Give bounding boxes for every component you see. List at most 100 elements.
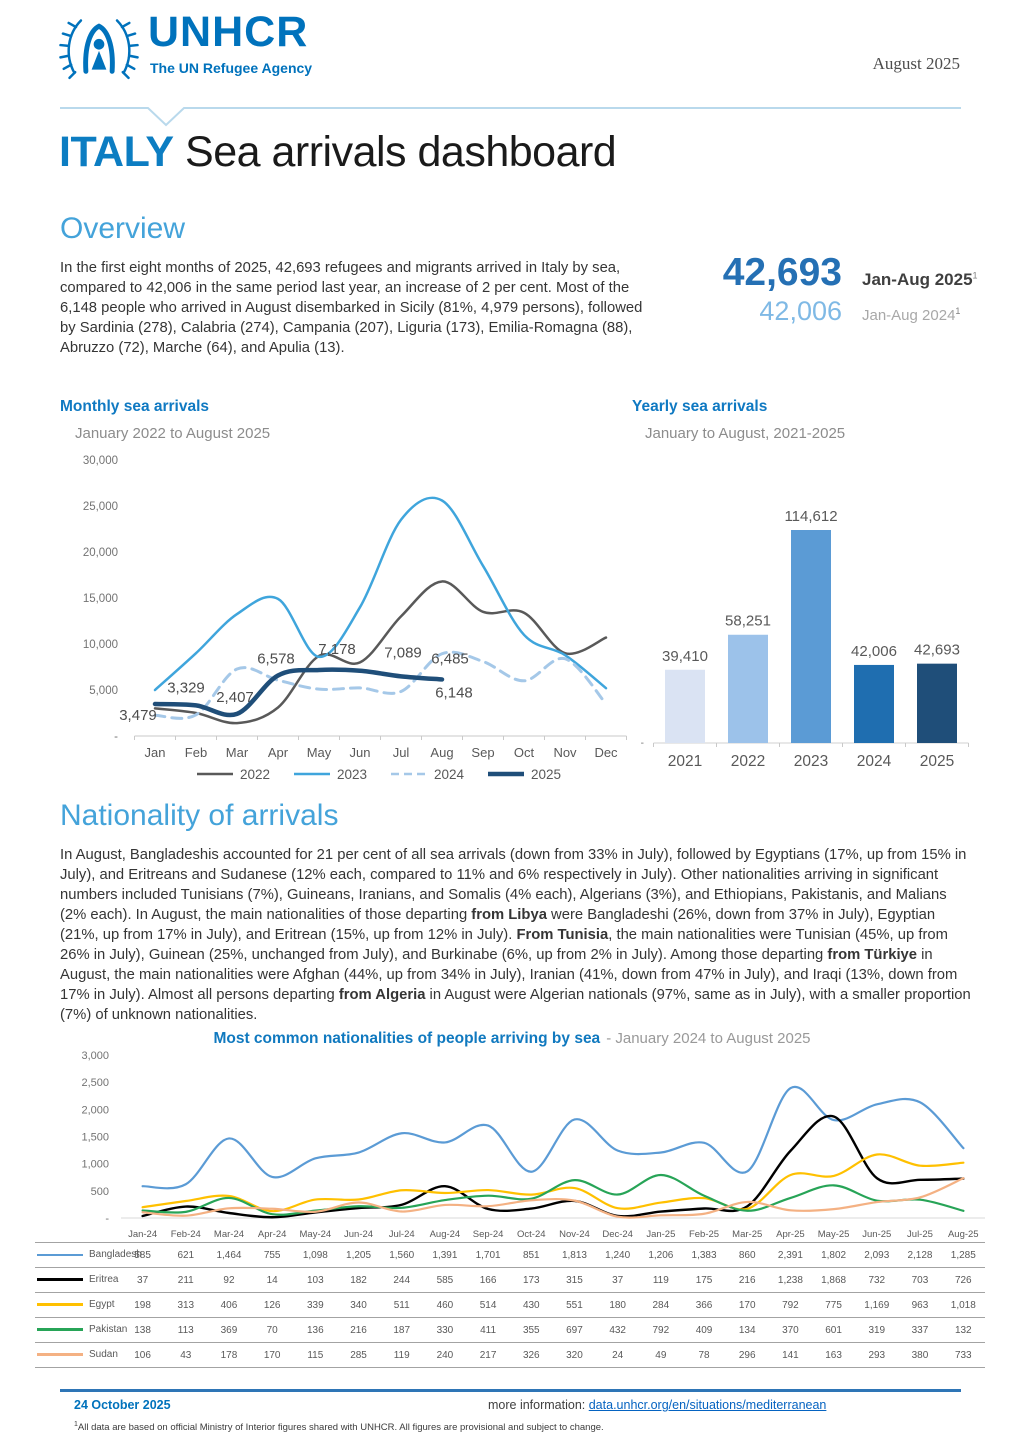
title-rest: Sea arrivals dashboard [173, 128, 617, 176]
value-cell: 330 [436, 1325, 454, 1336]
value-cell: 313 [177, 1300, 195, 1311]
value-cell: 733 [954, 1350, 972, 1361]
value-cell: 2,391 [777, 1250, 803, 1261]
value-cell: 170 [738, 1300, 756, 1311]
svg-text:2025: 2025 [920, 753, 954, 770]
footnote: 1All data are based on official Ministry… [74, 1421, 604, 1434]
value-cell: 173 [522, 1275, 540, 1286]
value-cell: 315 [566, 1275, 583, 1286]
value-cell: 380 [911, 1350, 929, 1361]
table-row: Pakistan 138 113 369 70 136 216 187 330 411 355 697… [35, 1317, 985, 1343]
nationalities-chart: 3,000 2,500 2,000 1,500 1,000 500 - [81, 1050, 985, 1225]
month-header: Jan-25 [646, 1229, 676, 1240]
value-cell: 411 [480, 1325, 497, 1336]
svg-text:2023: 2023 [337, 767, 367, 782]
svg-text:1,500: 1,500 [81, 1132, 109, 1144]
monthly-chart-title: Monthly sea arrivals [60, 398, 210, 415]
value-cell: 240 [436, 1350, 454, 1361]
value-cell: 366 [695, 1300, 713, 1311]
title-country: ITALY [59, 128, 174, 176]
stat-current-label: Jan-Aug 20251 [862, 270, 978, 289]
svg-text:58,251: 58,251 [725, 613, 771, 630]
value-cell: 1,560 [389, 1250, 415, 1261]
value-cell: 406 [220, 1300, 238, 1311]
svg-text:20,000: 20,000 [83, 547, 118, 559]
yearly-chart-subtitle: January to August, 2021-2025 [645, 425, 846, 442]
value-cell: 1,238 [777, 1275, 803, 1286]
value-cell: 369 [220, 1325, 238, 1336]
value-cell: 514 [479, 1300, 497, 1311]
value-cell: 170 [263, 1350, 281, 1361]
value-cell: 216 [738, 1275, 756, 1286]
mediterranean-data-link[interactable]: data.unhcr.org/en/situations/mediterrane… [588, 1398, 827, 1412]
nationalities-chart-title: Most common nationalities of people arri… [213, 1030, 811, 1047]
value-cell: 1,018 [950, 1300, 976, 1311]
svg-text:42,006: 42,006 [851, 643, 897, 660]
value-cell: 138 [134, 1325, 151, 1336]
brand-tagline: The UN Refugee Agency [150, 60, 313, 76]
value-cell: 585 [436, 1275, 454, 1286]
month-header: Aug-25 [947, 1229, 979, 1240]
svg-text:2025: 2025 [531, 767, 561, 782]
value-cell: 1,464 [216, 1250, 242, 1261]
value-cell: 113 [177, 1325, 194, 1336]
svg-text:-: - [114, 731, 118, 743]
value-cell: 37 [612, 1275, 624, 1286]
monthly-chart-subtitle: January 2022 to August 2025 [75, 425, 271, 442]
value-cell: 43 [180, 1350, 192, 1361]
month-header: Jan-24 [128, 1229, 158, 1240]
value-cell: 211 [177, 1275, 194, 1286]
value-cell: 119 [393, 1350, 410, 1361]
value-cell: 340 [350, 1300, 367, 1311]
value-cell: 198 [134, 1300, 151, 1311]
value-cell: 1,240 [605, 1250, 631, 1261]
value-cell: 1,868 [821, 1275, 847, 1286]
value-cell: 337 [911, 1325, 929, 1336]
nationality-heading: Nationality of arrivals [60, 799, 339, 832]
table-row: Eritrea 37 211 92 14 103 182 244 585 166 173 315 37 1… [35, 1267, 985, 1293]
svg-text:30,000: 30,000 [83, 455, 118, 467]
month-header: Jun-24 [344, 1229, 374, 1240]
month-header: Aug-24 [429, 1229, 461, 1240]
svg-text:25,000: 25,000 [83, 501, 118, 513]
value-cell: 37 [137, 1275, 149, 1286]
svg-text:6,485: 6,485 [431, 650, 469, 667]
value-cell: 187 [393, 1325, 411, 1336]
month-header: Nov-24 [559, 1229, 590, 1240]
value-cell: 460 [436, 1300, 454, 1311]
footer-info-label: more information: [488, 1398, 589, 1412]
yearly-sea-arrivals-chart: - 39,410 2021 58,251 2022 114,612 2023 42,006 20… [641, 508, 969, 770]
svg-text:2,000: 2,000 [81, 1104, 109, 1116]
value-cell: 1,383 [691, 1250, 717, 1261]
value-cell: 92 [223, 1275, 235, 1286]
value-cell: 355 [522, 1325, 540, 1336]
value-cell: 860 [738, 1250, 756, 1261]
svg-text:39,410: 39,410 [662, 648, 708, 665]
value-cell: 175 [695, 1275, 713, 1286]
month-header: Mar-25 [732, 1229, 763, 1240]
value-cell: 432 [609, 1325, 626, 1336]
table-header-row: Jan-24 Feb-24 Mar-24 Apr-24 May-24 Jun-24 Jul-… [35, 1227, 985, 1243]
value-cell: 216 [350, 1325, 367, 1336]
svg-text:42,693: 42,693 [914, 642, 960, 659]
value-cell: 1,169 [864, 1300, 890, 1311]
table-row: Sudan 106 43 178 170 115 285 119 240 217 326 320 24 4… [35, 1342, 985, 1368]
svg-text:114,612: 114,612 [784, 508, 837, 525]
value-cell: 370 [782, 1325, 799, 1336]
value-cell: 119 [652, 1275, 669, 1286]
svg-text:Jul: Jul [393, 745, 410, 760]
value-cell: 126 [263, 1300, 281, 1311]
series-name: Sudan [89, 1349, 118, 1361]
series-name: Bangladesh [89, 1249, 142, 1261]
value-cell: 551 [566, 1300, 583, 1311]
month-header: Apr-24 [257, 1229, 287, 1240]
overview-paragraph: In the first eight months of 2025, 42,69… [60, 260, 643, 356]
value-cell: 14 [266, 1275, 278, 1286]
footer-info: more information: data.unhcr.org/en/situ… [488, 1398, 826, 1412]
svg-text:Mar: Mar [226, 745, 249, 760]
value-cell: 1,701 [475, 1250, 501, 1261]
svg-text:Apr: Apr [268, 745, 289, 760]
value-cell: 755 [263, 1250, 281, 1261]
monthly-sea-arrivals-chart: 30,000 25,000 20,000 15,000 10,000 5,000 - Jan F… [83, 455, 627, 782]
month-header: Jun-25 [862, 1229, 892, 1240]
